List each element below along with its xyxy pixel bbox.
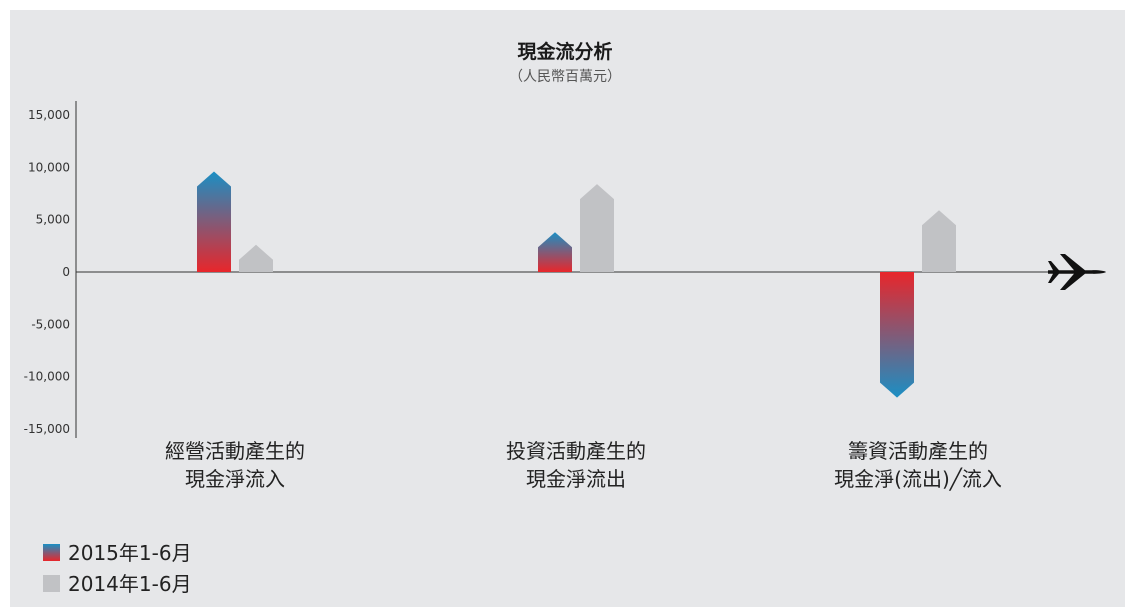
y-tick-label: 5,000 bbox=[36, 213, 70, 227]
y-tick-label: -10,000 bbox=[24, 370, 70, 384]
bar-2014 bbox=[580, 184, 614, 272]
category-label: 現金淨流入 bbox=[185, 467, 285, 491]
category-label: 籌資活動產生的 bbox=[848, 439, 988, 463]
y-tick-label: -5,000 bbox=[31, 317, 70, 331]
legend-swatch-2014 bbox=[43, 575, 60, 592]
chart-subtitle: （人民幣百萬元） bbox=[509, 69, 621, 85]
bar-2015 bbox=[538, 232, 572, 272]
bar-2014 bbox=[239, 244, 273, 272]
legend-label-2014: 2014年1-6月 bbox=[68, 572, 192, 596]
legend-swatch-2015 bbox=[43, 544, 60, 561]
y-ticks: 15,000 10,000 5,000 0 -5,000 -10,000 -15,000 bbox=[24, 108, 70, 436]
chart-title: 現金流分析 bbox=[517, 40, 612, 63]
legend: 2015年1-6月 2014年1-6月 bbox=[43, 541, 192, 596]
bars bbox=[197, 171, 956, 398]
category-label: 現金淨流出 bbox=[526, 467, 626, 491]
legend-label-2015: 2015年1-6月 bbox=[68, 541, 192, 565]
y-tick-label: 15,000 bbox=[28, 108, 70, 122]
bar-2015 bbox=[880, 272, 914, 398]
y-tick-label: 0 bbox=[62, 265, 70, 279]
y-tick-label: 10,000 bbox=[28, 160, 70, 174]
bar-2014 bbox=[922, 210, 956, 272]
cash-flow-chart: 現金流分析 （人民幣百萬元） 15,000 10,000 5,000 0 -5,000 -… bbox=[24, 40, 1106, 596]
chart-panel: 現金流分析 （人民幣百萬元） 15,000 10,000 5,000 0 -5,000 -… bbox=[10, 10, 1125, 607]
category-label: 經營活動產生的 bbox=[165, 439, 305, 463]
category-label: 現金淨(流出)╱流入 bbox=[834, 467, 1002, 491]
bar-2015 bbox=[197, 171, 231, 272]
airplane-icon bbox=[1048, 254, 1106, 290]
category-label: 投資活動產生的 bbox=[506, 439, 646, 463]
y-tick-label: -15,000 bbox=[24, 422, 70, 436]
